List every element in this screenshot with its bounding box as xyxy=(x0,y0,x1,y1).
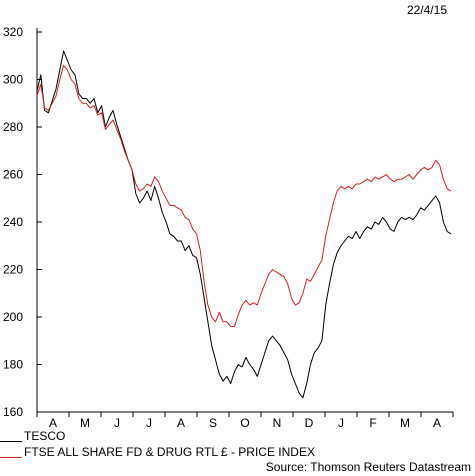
x-tick-label: J xyxy=(114,416,120,430)
x-tick-label: A xyxy=(433,416,441,430)
y-tick-label: 180 xyxy=(3,358,23,372)
x-tick-label: A xyxy=(177,416,185,430)
series-line-1 xyxy=(36,64,452,327)
y-tick-label: 300 xyxy=(3,73,23,87)
y-tick-label: 320 xyxy=(3,25,23,39)
y-tick-label: 220 xyxy=(3,263,23,277)
x-tick-label: N xyxy=(273,416,282,430)
x-tick-label: J xyxy=(338,416,344,430)
plot-lines xyxy=(36,50,452,399)
legend-label-tesco: TESCO xyxy=(24,429,66,443)
legend-item-ftse: FTSE ALL SHARE FD & DRUG RTL £ - PRICE I… xyxy=(0,445,315,459)
x-tick-label: O xyxy=(240,416,249,430)
y-tick-label: 280 xyxy=(3,120,23,134)
axes: 160 180 200 220 240 260 280 300 320 A M J J A S O N D J F M A xyxy=(3,25,454,430)
x-tick-label: M xyxy=(400,416,410,430)
legend-label-ftse: FTSE ALL SHARE FD & DRUG RTL £ - PRICE I… xyxy=(24,445,315,459)
series-line-0 xyxy=(36,50,452,399)
x-tick-label: A xyxy=(49,416,57,430)
legend-swatch-red xyxy=(0,456,22,458)
source-note: Source: Thomson Reuters Datastream xyxy=(265,460,471,474)
legend-item-tesco: TESCO xyxy=(0,429,65,443)
x-tick-label: M xyxy=(80,416,90,430)
y-tick-label: 260 xyxy=(3,168,23,182)
x-tick-label: J xyxy=(146,416,152,430)
x-tick-label: F xyxy=(369,416,376,430)
date-label: 22/4/15 xyxy=(406,3,447,17)
legend-swatch-black xyxy=(0,440,22,442)
x-tick-label: S xyxy=(209,416,217,430)
y-tick-label: 240 xyxy=(3,215,23,229)
y-tick-label: 200 xyxy=(3,310,23,324)
y-tick-label: 160 xyxy=(3,405,23,419)
x-tick-label: D xyxy=(305,416,314,430)
